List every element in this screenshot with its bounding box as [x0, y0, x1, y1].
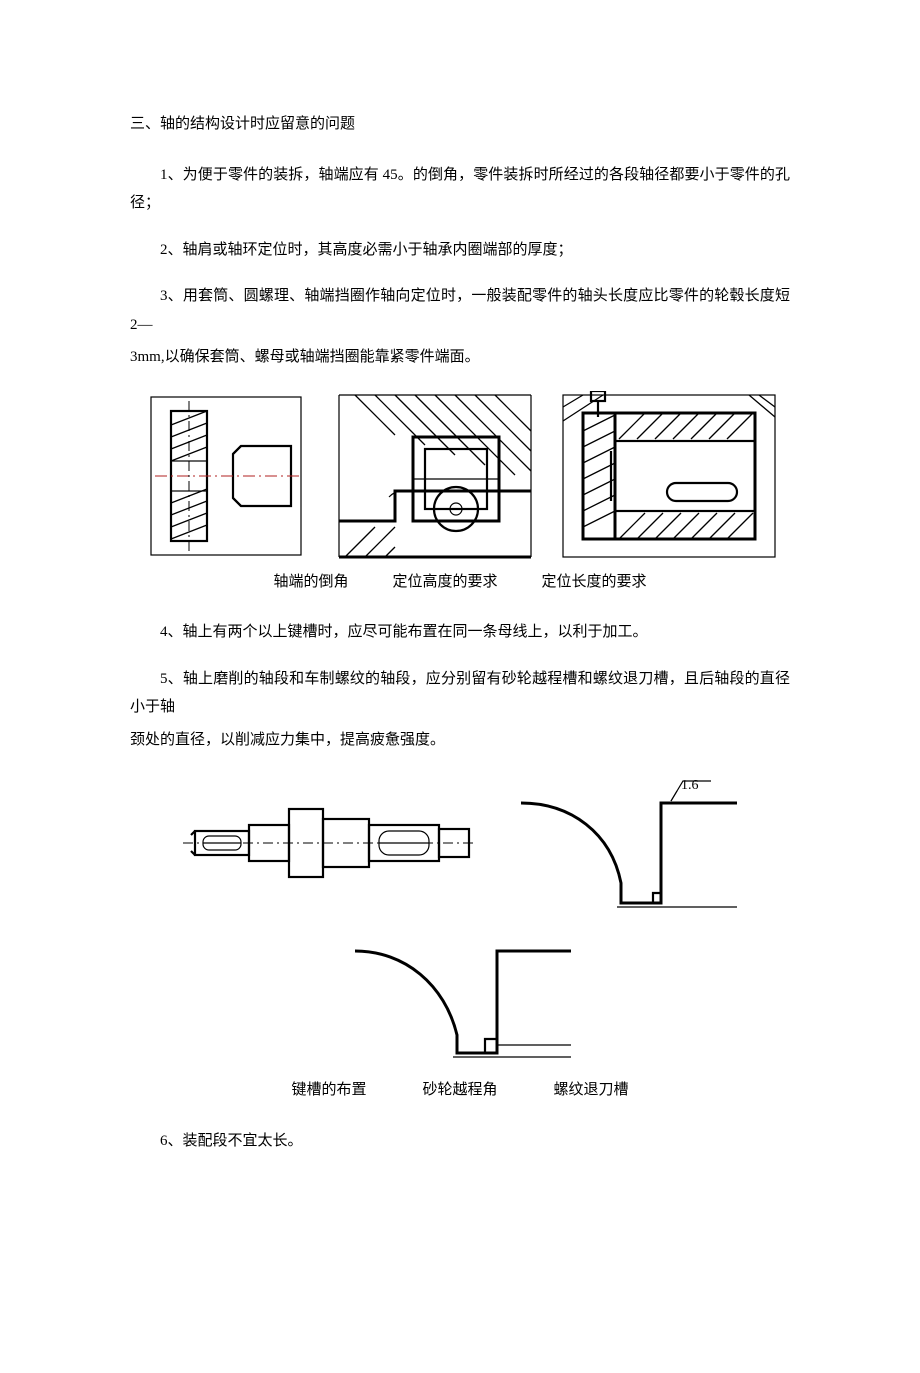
caption-1c: 定位长度的要求 — [542, 568, 647, 597]
paragraph-1: 1、为便于零件的装拆，轴端应有 45。的倒角，零件装拆时所经过的各段轴径都要小于… — [130, 161, 790, 218]
figure-relief-groove-bottom — [344, 930, 576, 1072]
figure-relief-groove-top: 1.6 — [510, 772, 742, 924]
figure-keyways — [178, 772, 480, 914]
figure-chamfer — [140, 390, 312, 562]
caption-1b: 定位高度的要求 — [392, 568, 497, 597]
paragraph-5-line1: 5、轴上磨削的轴段和车制螺纹的轴段，应分别留有砂轮越程槽和螺纹退刀槽，且后轴段的… — [130, 665, 790, 722]
figure-row-2: 1.6 — [130, 772, 790, 1105]
paragraph-6: 6、装配段不宜太长。 — [130, 1127, 790, 1156]
section-heading: 三、轴的结构设计时应留意的问题 — [130, 110, 790, 139]
caption-2a: 键槽的布置 — [291, 1076, 366, 1105]
caption-row-2: 键槽的布置 砂轮越程角 螺纹退刀槽 — [130, 1076, 790, 1105]
figure-row-1: 轴端的倒角 定位高度的要求 定位长度的要求 — [130, 390, 790, 597]
paragraph-2: 2、轴肩或轴环定位时，其高度必需小于轴承内圈端部的厚度； — [130, 236, 790, 265]
caption-row-1: 轴端的倒角 定位高度的要求 定位长度的要求 — [130, 568, 790, 597]
paragraph-3-line2: 3mm,以确保套筒、螺母或轴端挡圈能靠紧零件端面。 — [130, 343, 790, 372]
paragraph-4: 4、轴上有两个以上键槽时，应尽可能布置在同一条母线上，以利于加工。 — [130, 618, 790, 647]
paragraph-3-line1: 3、用套筒、圆螺理、轴端挡圈作轴向定位时，一般装配零件的轴头长度应比零件的轮毂长… — [130, 282, 790, 339]
caption-1a: 轴端的倒角 — [273, 568, 348, 597]
paragraph-5-line2: 颈处的直径，以削减应力集中，提高疲惫强度。 — [130, 726, 790, 755]
caption-2b: 砂轮越程角 — [422, 1076, 497, 1105]
figure-shoulder-height — [334, 390, 536, 562]
figure-locating-length — [558, 390, 780, 562]
surface-finish-label: 1.6 — [681, 778, 699, 793]
caption-2c: 螺纹退刀槽 — [554, 1076, 629, 1105]
